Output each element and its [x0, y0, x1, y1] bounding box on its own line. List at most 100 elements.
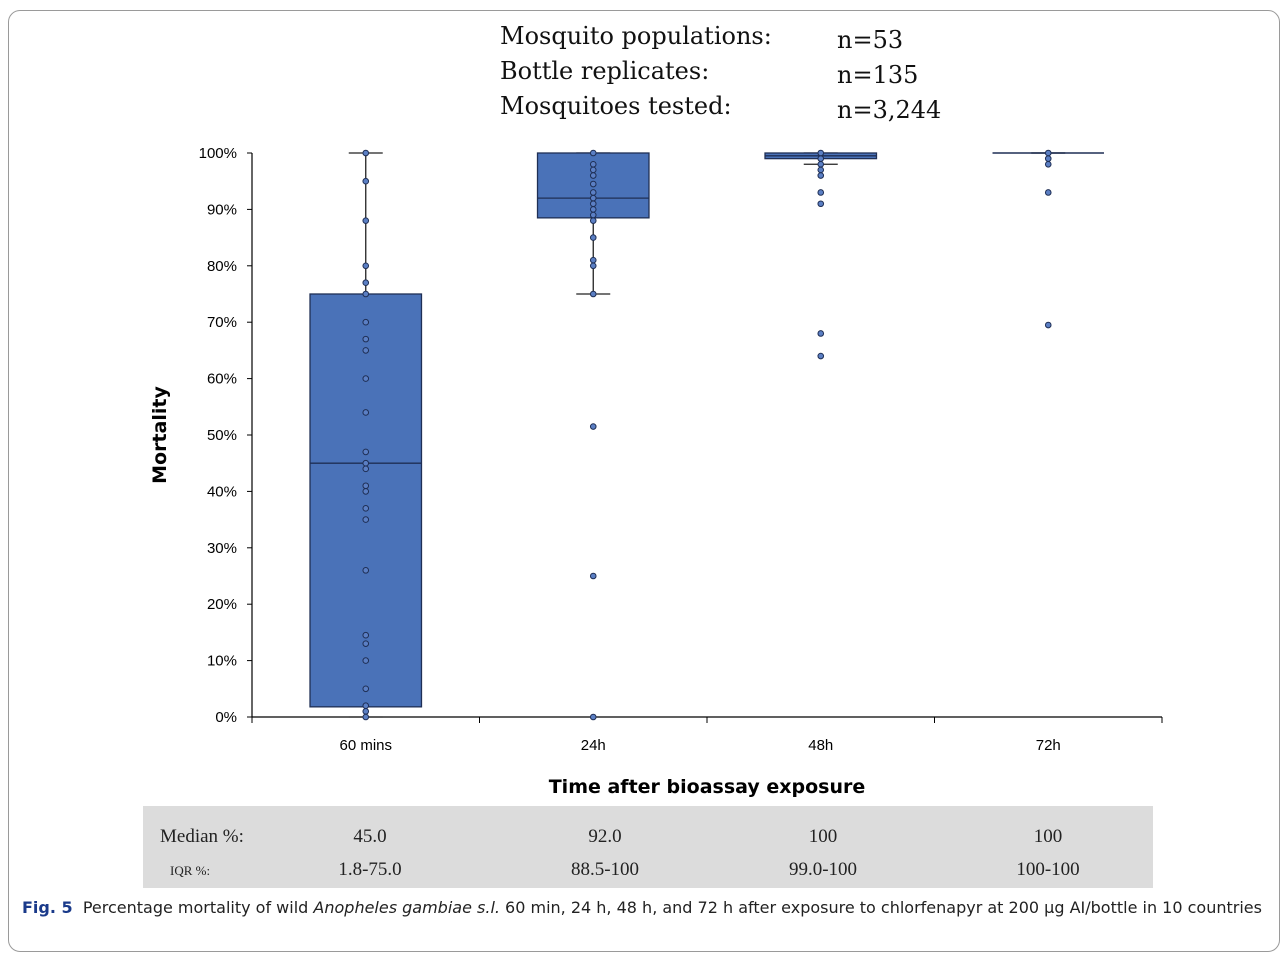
median-value: 92.0 [588, 826, 622, 847]
data-point [589, 211, 597, 219]
x-tick-label: 24h [581, 737, 606, 754]
data-point [817, 330, 825, 337]
figure-frame [8, 10, 1280, 952]
data-point [589, 234, 597, 241]
median-value: 100 [808, 826, 838, 847]
iqr-value: 100-100 [1016, 859, 1080, 880]
caption-text: 60 min, 24 h, 48 h, and 72 h after expos… [499, 898, 1262, 917]
data-point [817, 166, 825, 174]
data-point [362, 631, 370, 639]
y-axis-title: Mortality [149, 386, 171, 484]
data-point [362, 409, 370, 416]
data-point [817, 200, 825, 208]
data-point [589, 262, 597, 270]
y-tick-label: 70% [207, 314, 237, 331]
stat-label: Bottle replicates: [500, 57, 710, 85]
data-point [362, 448, 370, 456]
data-point [362, 177, 370, 185]
data-point [362, 375, 370, 382]
data-point [362, 567, 370, 574]
data-point [817, 149, 825, 157]
y-tick-label: 20% [207, 596, 237, 613]
data-point [1044, 160, 1052, 168]
data-point [817, 172, 825, 179]
data-point [362, 262, 370, 270]
data-point [362, 279, 370, 287]
stat-label: Mosquito populations: [500, 22, 772, 50]
mortality-box-plot: Mortality Time after bioassay exposure 0… [149, 145, 1163, 798]
stat-value: n=135 [837, 61, 919, 89]
data-point [589, 194, 597, 202]
data-point [589, 206, 597, 213]
y-tick-label: 50% [207, 427, 237, 444]
stat-label: Mosquitoes tested: [500, 92, 732, 120]
data-point [362, 459, 370, 467]
summary-table: Median %: IQR %: 45.0 92.0 100 100 1.8-7… [143, 806, 1153, 888]
data-point [589, 180, 597, 188]
data-point [362, 708, 370, 715]
data-point [589, 189, 597, 196]
stat-value: n=53 [837, 26, 904, 54]
data-point [589, 160, 597, 168]
figure-number: Fig. 5 [22, 898, 73, 917]
data-point [817, 155, 825, 162]
data-point [589, 149, 597, 157]
data-point [362, 505, 370, 512]
stat-row-populations: Mosquito populations: n=53 [500, 22, 960, 57]
data-point [362, 465, 370, 473]
data-point [1044, 321, 1052, 329]
data-point [589, 572, 597, 580]
data-point [589, 166, 597, 174]
data-point [362, 702, 370, 710]
data-point [362, 149, 370, 157]
data-point [1044, 155, 1052, 162]
data-point [589, 423, 597, 430]
data-point [1044, 149, 1052, 157]
data-point [362, 516, 370, 523]
x-tick-label: 72h [1036, 737, 1061, 754]
iqr-value: 99.0-100 [788, 859, 858, 880]
y-tick-label: 80% [207, 258, 237, 275]
data-point [362, 318, 370, 326]
figure-caption: Fig. 5 Percentage mortality of wild Anop… [22, 897, 1262, 918]
x-tick-label: 60 mins [339, 737, 392, 754]
y-tick-label: 100% [199, 145, 237, 162]
y-tick-label: 30% [207, 540, 237, 557]
stat-row-tested: Mosquitoes tested: n=3,244 [500, 92, 960, 127]
y-tick-label: 90% [207, 201, 237, 218]
data-point [362, 657, 370, 664]
data-point [362, 335, 370, 343]
y-tick-label: 0% [215, 709, 237, 726]
data-point [589, 713, 597, 721]
data-point [589, 200, 597, 208]
data-point [362, 482, 370, 490]
data-point [589, 256, 597, 264]
iqr-row-label: IQR %: [170, 863, 211, 878]
data-point [362, 685, 370, 693]
y-tick-label: 10% [207, 653, 237, 670]
data-point [589, 217, 597, 224]
y-tick-label: 40% [207, 483, 237, 500]
iqr-value: 1.8-75.0 [338, 859, 402, 880]
data-point [589, 290, 597, 298]
caption-species: Anopheles gambiae s.l. [313, 898, 500, 917]
sample-stats: Mosquito populations: n=53 Bottle replic… [500, 22, 960, 127]
data-point [362, 640, 370, 647]
data-point [817, 352, 825, 360]
median-value: 45.0 [353, 826, 387, 847]
y-tick-label: 60% [207, 371, 237, 388]
stat-row-replicates: Bottle replicates: n=135 [500, 57, 960, 92]
data-point [362, 290, 370, 298]
data-point [589, 172, 597, 179]
x-axis-title: Time after bioassay exposure [549, 776, 866, 798]
data-point [817, 160, 825, 168]
median-row-label: Median %: [160, 826, 244, 847]
iqr-value: 88.5-100 [570, 859, 640, 880]
caption-text: Percentage mortality of wild [82, 898, 314, 917]
x-tick-label: 48h [808, 737, 833, 754]
data-point [362, 217, 370, 224]
median-value: 100 [1033, 826, 1063, 847]
data-point [362, 347, 370, 354]
stat-value: n=3,244 [837, 96, 942, 124]
data-point [362, 713, 370, 721]
